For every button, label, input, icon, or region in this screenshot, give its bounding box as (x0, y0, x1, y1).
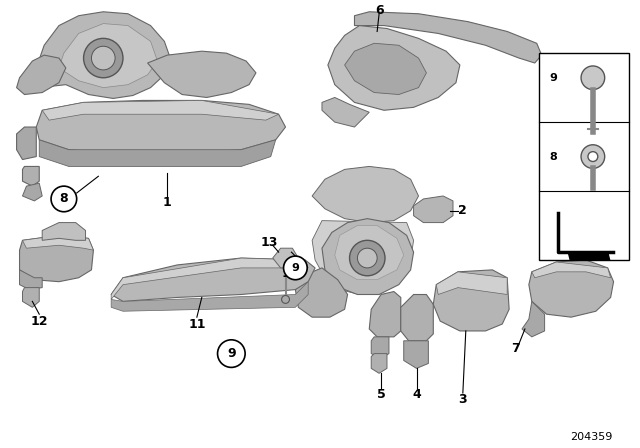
Text: 12: 12 (31, 314, 48, 327)
Polygon shape (111, 258, 308, 299)
Polygon shape (59, 24, 157, 88)
Text: 10: 10 (282, 267, 299, 280)
Polygon shape (371, 353, 387, 373)
Polygon shape (328, 26, 460, 110)
Polygon shape (522, 302, 545, 337)
Polygon shape (312, 220, 413, 294)
Polygon shape (312, 167, 419, 223)
Polygon shape (296, 268, 348, 317)
Text: 8: 8 (60, 193, 68, 206)
Text: 11: 11 (188, 318, 205, 331)
Polygon shape (355, 12, 541, 63)
Polygon shape (111, 258, 315, 302)
Polygon shape (42, 100, 278, 120)
Text: 13: 13 (260, 236, 278, 249)
Text: 7: 7 (511, 342, 520, 355)
Text: 1: 1 (163, 196, 172, 209)
Polygon shape (22, 235, 93, 250)
Text: 2: 2 (458, 204, 467, 217)
Polygon shape (17, 55, 66, 95)
Text: 6: 6 (375, 4, 383, 17)
Polygon shape (36, 12, 170, 99)
Polygon shape (404, 341, 428, 368)
Polygon shape (36, 100, 285, 154)
Text: 4: 4 (412, 388, 421, 401)
Polygon shape (322, 219, 413, 294)
Circle shape (357, 248, 377, 268)
Polygon shape (148, 51, 256, 98)
Circle shape (588, 152, 598, 162)
Polygon shape (401, 294, 433, 341)
Text: 8: 8 (550, 151, 557, 162)
Polygon shape (17, 127, 36, 159)
Polygon shape (369, 292, 401, 337)
Circle shape (218, 340, 245, 367)
Circle shape (581, 66, 605, 90)
Circle shape (284, 256, 307, 280)
Polygon shape (22, 167, 39, 186)
Circle shape (92, 46, 115, 70)
Polygon shape (42, 223, 86, 240)
Polygon shape (413, 196, 453, 223)
Text: 204359: 204359 (570, 432, 612, 442)
Polygon shape (22, 288, 39, 307)
Text: 3: 3 (458, 393, 467, 406)
Polygon shape (111, 282, 308, 311)
FancyBboxPatch shape (539, 53, 629, 260)
Text: 9: 9 (227, 347, 236, 360)
Polygon shape (273, 248, 298, 268)
Circle shape (349, 240, 385, 276)
Circle shape (282, 296, 289, 303)
Polygon shape (335, 225, 404, 280)
Polygon shape (39, 140, 276, 167)
Polygon shape (322, 98, 369, 127)
Circle shape (581, 145, 605, 168)
Text: 9: 9 (550, 73, 557, 83)
Polygon shape (436, 272, 507, 294)
Polygon shape (532, 262, 611, 278)
Polygon shape (568, 252, 610, 260)
Polygon shape (344, 43, 426, 95)
Polygon shape (433, 270, 509, 331)
Polygon shape (529, 260, 614, 317)
Text: 9: 9 (291, 263, 300, 273)
Circle shape (51, 186, 77, 212)
Polygon shape (20, 235, 93, 282)
Polygon shape (371, 337, 389, 358)
Polygon shape (20, 270, 42, 289)
Text: 5: 5 (377, 388, 385, 401)
Polygon shape (22, 183, 42, 201)
Circle shape (84, 39, 123, 78)
